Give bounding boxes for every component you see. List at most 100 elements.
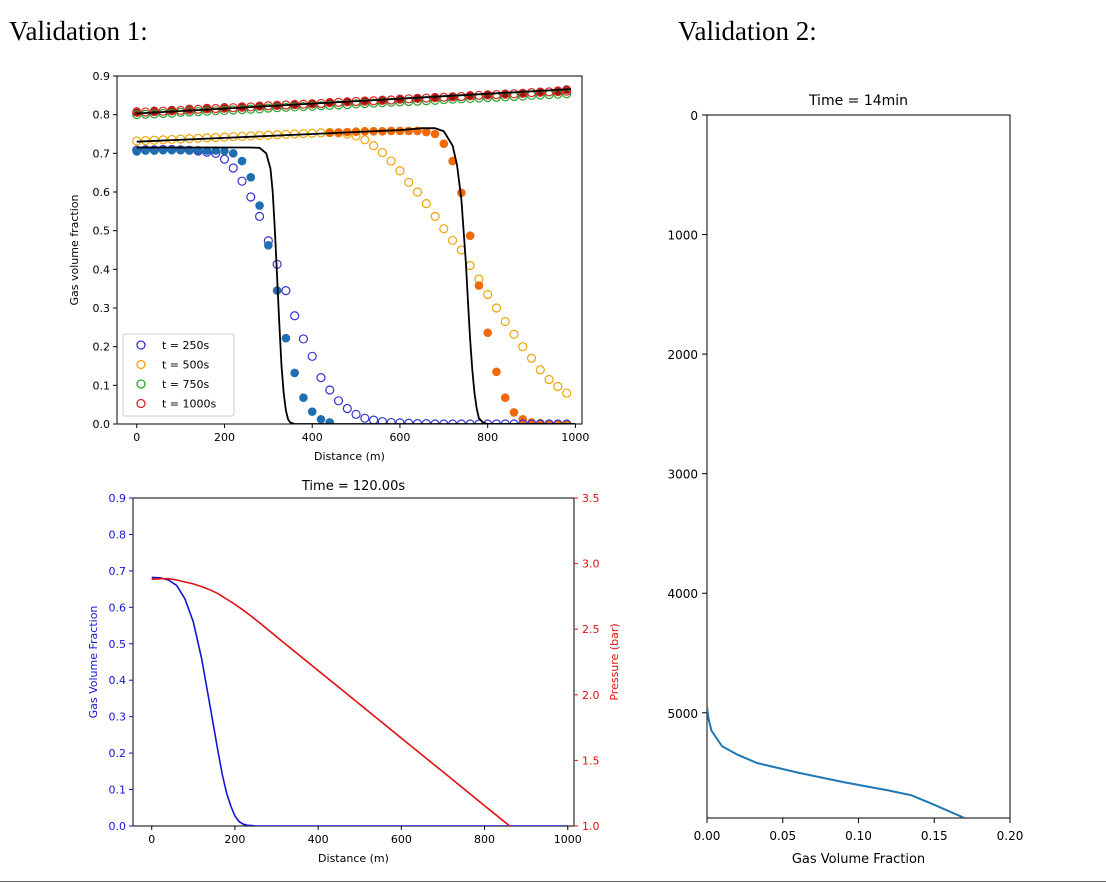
point-5-48 (553, 86, 563, 97)
point-1-11 (228, 149, 238, 158)
point-1-12 (237, 156, 247, 166)
y-axis-label: Gas volume fraction (68, 194, 81, 305)
y-tick-label-4: 0.4 (109, 674, 127, 687)
point-0-45 (526, 419, 537, 424)
point-3-11 (421, 127, 431, 137)
point-3-18 (483, 328, 492, 338)
y-tick-label-4: 0.4 (93, 263, 111, 276)
legend: t = 250s t = 500s t = 750s t = 1000s (122, 333, 235, 417)
point-0-34 (430, 419, 440, 424)
point-0-22 (325, 385, 335, 395)
point-0-25 (351, 409, 361, 419)
x-tick-label-3: 600 (389, 431, 410, 444)
point-2-35 (439, 224, 449, 234)
x-tick-label-3: 600 (391, 833, 412, 846)
point-2-31 (404, 177, 414, 187)
point-4-21 (316, 101, 326, 111)
point-4-28 (377, 98, 388, 108)
point-2-43 (509, 329, 519, 339)
point-5-49 (562, 86, 572, 96)
point-5-43 (509, 89, 519, 99)
y-tick-label-7: 0.7 (109, 565, 127, 578)
point-0-37 (456, 419, 466, 424)
point-4-26 (360, 98, 370, 109)
x-tick-label-0: 0 (133, 431, 140, 444)
x-tick-label-1: 200 (214, 431, 235, 444)
point-2-29 (386, 156, 396, 166)
x-tick-label-2: 400 (308, 833, 329, 846)
point-5-42 (500, 89, 510, 99)
point-0-44 (518, 419, 528, 424)
point-4-18 (290, 102, 300, 112)
point-0-43 (509, 419, 519, 424)
y-tick-label-6: 0.6 (109, 601, 127, 614)
point-2-49 (562, 388, 572, 398)
validation-1-heading: Validation 1: (9, 16, 148, 46)
y-tick-label-3: 3000 (667, 468, 698, 482)
series-7 (136, 146, 576, 424)
x-axis-label: Distance (m) (314, 450, 385, 463)
y-tick-label-9: 0.9 (93, 70, 111, 83)
point-0-21 (316, 373, 326, 383)
point-0-30 (395, 418, 405, 424)
x-tick-label-2: 0.10 (845, 829, 872, 843)
y-tick-label-1: 0.1 (109, 784, 127, 797)
point-0-13 (246, 192, 256, 202)
point-4-13 (246, 104, 256, 114)
point-2-30 (395, 166, 405, 176)
legend-label-1: t = 500s (162, 359, 210, 372)
y-tick-label-2: 0.2 (93, 341, 111, 354)
x-tick-label-4: 0.20 (997, 829, 1024, 843)
bottom-divider (0, 881, 1106, 882)
y-tick-label-0: 0.0 (93, 418, 111, 431)
point-1-17 (281, 333, 291, 343)
y-tick-label-4: 4000 (667, 587, 698, 601)
series-9 (136, 88, 572, 115)
point-2-27 (369, 141, 379, 151)
point-4-9 (211, 106, 221, 116)
plot-frame (132, 497, 575, 827)
point-4-3 (158, 108, 168, 119)
point-3-9 (404, 126, 414, 136)
point-4-4 (167, 108, 177, 118)
point-2-34 (430, 211, 440, 221)
y-axis-label: Gas Volume Fraction (87, 606, 100, 719)
point-3-19 (492, 367, 501, 377)
point-0-18 (290, 311, 300, 321)
plot-area (707, 706, 965, 818)
point-2-45 (526, 353, 537, 363)
y2-axis-label: Pressure (bar) (608, 623, 621, 700)
y2-tick-label-3: 2.5 (582, 623, 600, 636)
point-4-23 (333, 100, 344, 110)
point-0-36 (447, 419, 458, 424)
point-1-14 (255, 201, 264, 210)
point-0-17 (281, 286, 291, 296)
point-0-49 (562, 419, 572, 424)
point-4-17 (281, 102, 291, 112)
y-tick-label-0: 0 (690, 109, 698, 123)
point-4-2 (149, 109, 159, 119)
point-0-29 (386, 417, 396, 424)
point-0-47 (544, 419, 554, 424)
y-tick-label-5: 0.5 (93, 225, 111, 238)
point-0-26 (360, 413, 370, 423)
point-4-10 (219, 105, 230, 116)
y-tick-label-1: 1000 (667, 229, 698, 243)
y-tick-label-5: 5000 (667, 707, 698, 721)
x-tick-label-1: 200 (224, 833, 245, 846)
y-tick-label-2: 2000 (667, 348, 698, 362)
y-tick-label-9: 0.9 (109, 492, 127, 505)
point-0-20 (307, 351, 317, 361)
point-4-24 (342, 100, 352, 110)
point-0-38 (465, 419, 475, 424)
point-0-48 (553, 419, 563, 424)
point-0-10 (219, 154, 230, 164)
point-4-25 (351, 99, 361, 109)
chart-validation2: Time = 14min 0.00 0.05 0.10 0.15 0.20 0 1000 200… (667, 93, 1023, 867)
y-tick-label-2: 0.2 (109, 747, 127, 760)
point-1-20 (307, 407, 317, 416)
x-tick-label-0: 0.00 (694, 829, 721, 843)
point-0-46 (535, 419, 545, 424)
y-tick-label-3: 0.3 (109, 711, 127, 724)
point-1-19 (299, 393, 308, 403)
